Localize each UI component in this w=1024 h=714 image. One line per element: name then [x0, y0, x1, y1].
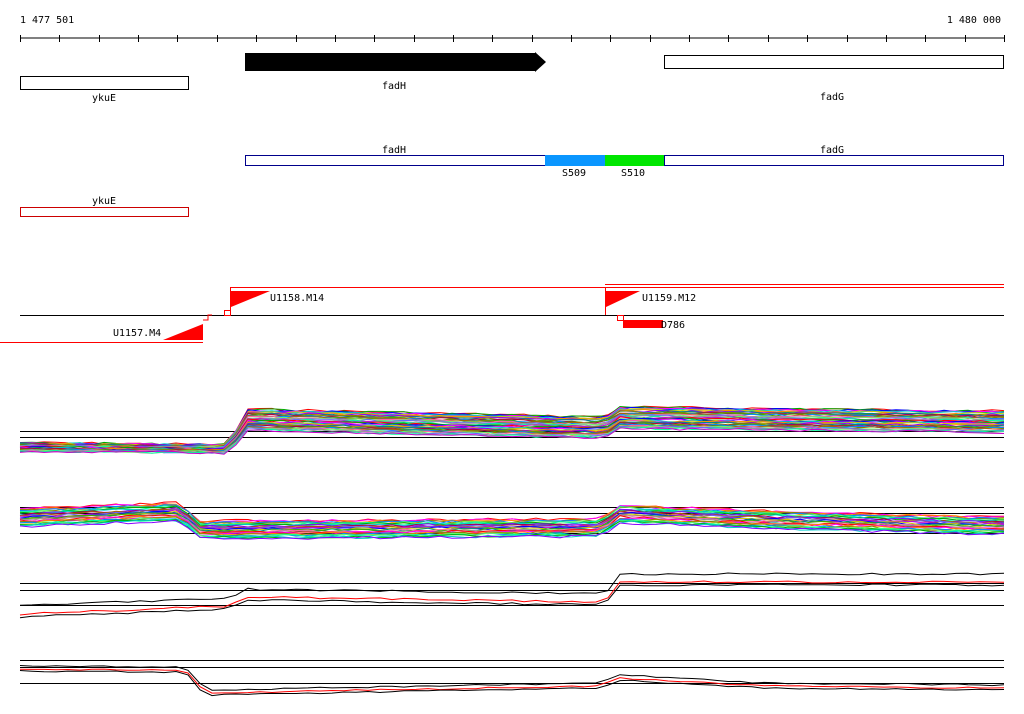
expression-trace: [19, 418, 1005, 452]
segment-track: fadH fadG S509 S510 ykuE: [20, 145, 1004, 217]
expression-trace: [19, 670, 1005, 697]
expression-trace: [19, 515, 1005, 536]
gene-fadG-box[interactable]: [664, 55, 1004, 69]
d786-bar[interactable]: [623, 320, 663, 328]
tu-u1157-link: [203, 314, 212, 321]
gene-fadG-label: fadG: [820, 92, 844, 103]
expression-trace: [19, 572, 1005, 606]
gene-ykuE-box-2[interactable]: [20, 207, 189, 217]
expression-trace: [19, 516, 1005, 537]
ruler-start-label: 1 477 501: [20, 15, 74, 26]
gene-ykuE-label: ykuE: [92, 93, 116, 104]
tu-u1158-flag[interactable]: [231, 291, 270, 307]
expression-trace: [19, 668, 1005, 694]
expression-trace: [19, 583, 1005, 619]
transcription-unit-track: U1157.M4 U1158.M14 U1159.M12 D786: [0, 284, 1004, 343]
segment-s509-label: S509: [562, 168, 586, 179]
expression-panel-1: [19, 405, 1005, 455]
tu-u1159-label: U1159.M12: [642, 293, 696, 304]
segment-s510-label: S510: [621, 168, 645, 179]
expression-trace: [19, 427, 1005, 455]
ruler-end-label: 1 480 000: [947, 15, 1001, 26]
gene-track: ykuE fadH fadG: [20, 52, 1004, 104]
tu-u1158-label: U1158.M14: [270, 293, 324, 304]
gene-ykuE-label-2: ykuE: [92, 196, 116, 207]
expression-panel-3: [19, 572, 1005, 619]
segment-s509-box[interactable]: [545, 155, 605, 166]
tu-u1157-marker: [224, 310, 231, 316]
expression-trace: [19, 665, 1005, 691]
tu-u1157-flag[interactable]: [163, 324, 203, 340]
tu-u1159-flag[interactable]: [606, 291, 640, 307]
expression-trace: [19, 519, 1005, 540]
d786-label: D786: [661, 320, 685, 331]
coordinate-ruler: 1 477 501 1 480 000: [20, 15, 1005, 42]
gene-ykuE-box[interactable]: [20, 76, 189, 90]
expression-trace: [19, 580, 1005, 616]
operon-fadG-label: fadG: [820, 145, 844, 156]
gene-fadH-arrow[interactable]: [245, 52, 546, 72]
ruler-ticks: [20, 35, 1005, 42]
expression-trace: [19, 508, 1005, 529]
expression-panel-4: [19, 660, 1005, 697]
operon-fadH-label: fadH: [382, 145, 406, 156]
tu-u1157-label: U1157.M4: [113, 328, 161, 339]
operon-fadG-box[interactable]: [664, 155, 1004, 166]
operon-fadH-box[interactable]: [245, 155, 546, 166]
expression-panel-2: [19, 501, 1005, 540]
gene-fadH-label: fadH: [382, 81, 406, 92]
segment-s510-box[interactable]: [605, 155, 664, 166]
d786-marker: [617, 315, 624, 321]
